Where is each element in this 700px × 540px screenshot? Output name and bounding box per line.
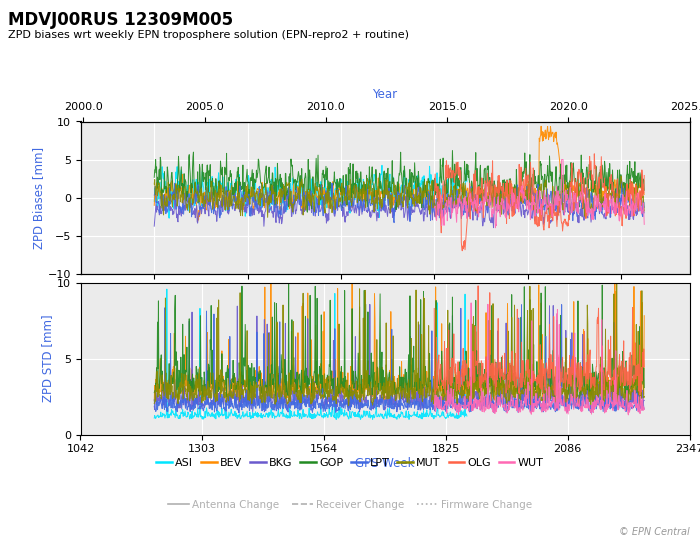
X-axis label: Year: Year xyxy=(372,87,398,100)
Text: MDVJ00RUS 12309M005: MDVJ00RUS 12309M005 xyxy=(8,11,234,29)
Text: ZPD biases wrt weekly EPN troposphere solution (EPN-repro2 + routine): ZPD biases wrt weekly EPN troposphere so… xyxy=(8,30,409,40)
Text: © EPN Central: © EPN Central xyxy=(619,527,690,537)
X-axis label: GPS Week: GPS Week xyxy=(355,457,414,470)
Y-axis label: ZPD STD [mm]: ZPD STD [mm] xyxy=(41,315,54,402)
Y-axis label: ZPD Biases [mm]: ZPD Biases [mm] xyxy=(32,146,45,248)
Legend: Antenna Change, Receiver Change, Firmware Change: Antenna Change, Receiver Change, Firmwar… xyxy=(164,496,536,514)
Legend: ASI, BEV, BKG, GOP, LPT, MUT, OLG, WUT: ASI, BEV, BKG, GOP, LPT, MUT, OLG, WUT xyxy=(152,454,548,472)
